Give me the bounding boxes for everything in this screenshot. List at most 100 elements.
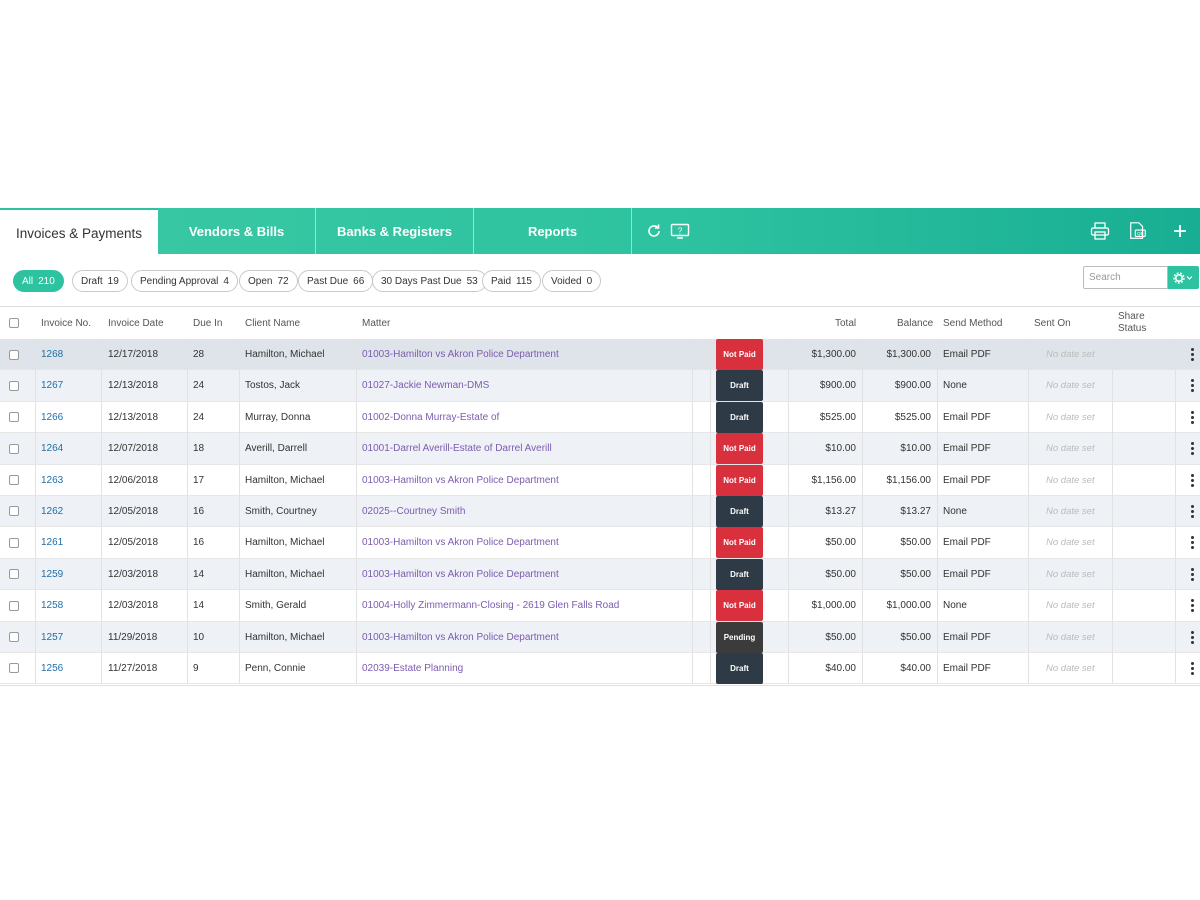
filter-label: Past Due [307,275,349,287]
row-checkbox[interactable] [9,632,19,643]
row-checkbox-cell [9,465,19,496]
invoice-number-link[interactable]: 1264 [41,443,64,455]
tab-vendors-bills[interactable]: Vendors & Bills [158,208,316,254]
row-actions-menu-icon[interactable] [1189,370,1195,401]
column-divider [788,339,789,370]
top-nav: Invoices & Payments Vendors & Bills Bank… [0,208,1200,256]
table-row[interactable]: 1262 12/05/2018 16 Smith, Courtney 02025--Co… [0,495,1200,528]
invoice-number-link[interactable]: 1263 [41,474,64,486]
total-amount: $1,156.00 [811,474,857,486]
filter-all[interactable]: All 210 [13,270,64,292]
matter-link[interactable]: 01027-Jackie Newman-DMS [362,380,490,392]
invoice-number-link[interactable]: 1262 [41,505,64,517]
settings-dropdown-button[interactable] [1168,266,1199,289]
table-row[interactable]: 1258 12/03/2018 14 Smith, Gerald 01004-Holly… [0,590,1200,622]
invoice-number-link[interactable]: 1266 [41,411,64,423]
matter-link[interactable]: 01003-Hamilton vs Akron Police Departmen… [362,537,559,549]
row-actions-menu-icon[interactable] [1189,496,1195,527]
table-row[interactable]: 1259 12/03/2018 14 Hamilton, Michael 01003-H… [0,558,1200,591]
refresh-icon[interactable] [644,221,664,241]
matter-link[interactable]: 01002-Donna Murray-Estate of [362,411,500,423]
export-icon[interactable]: QB [1128,221,1148,241]
col-share-status-line1[interactable]: Share [1118,311,1145,322]
column-divider [1112,370,1113,402]
filter-30-days-past-due[interactable]: 30 Days Past Due 53 [372,270,487,292]
row-actions-menu-icon[interactable] [1189,559,1195,590]
row-actions-menu-icon[interactable] [1189,402,1195,433]
table-row[interactable]: 1257 11/29/2018 10 Hamilton, Michael 01003-H… [0,621,1200,653]
column-divider [1028,495,1029,527]
matter-link[interactable]: 01003-Hamilton vs Akron Police Departmen… [362,474,559,486]
row-actions-menu-icon[interactable] [1189,433,1195,464]
due-in-days: 16 [193,505,205,517]
due-in-days: 28 [193,349,205,360]
row-actions-menu-icon[interactable] [1189,465,1195,496]
filter-count: 72 [277,275,289,287]
col-client-name[interactable]: Client Name [245,318,301,329]
col-matter[interactable]: Matter [362,318,391,329]
filter-paid[interactable]: Paid 115 [482,270,541,292]
row-checkbox[interactable] [9,537,19,548]
row-actions-menu-icon[interactable] [1189,590,1195,621]
filter-voided[interactable]: Voided 0 [542,270,602,292]
add-icon[interactable] [1170,221,1190,241]
row-actions-menu-icon[interactable] [1189,622,1195,653]
invoice-number-link[interactable]: 1257 [41,631,64,643]
column-divider [187,370,188,402]
matter-link[interactable]: 02039-Estate Planning [362,662,464,674]
col-total[interactable]: Total [835,318,857,329]
row-checkbox[interactable] [9,600,19,611]
tab-reports[interactable]: Reports [474,208,632,254]
filter-open[interactable]: Open 72 [239,270,298,292]
print-icon[interactable] [1090,221,1110,241]
tab-banks-registers[interactable]: Banks & Registers [316,208,474,254]
row-checkbox[interactable] [9,380,19,391]
matter-link[interactable]: 01003-Hamilton vs Akron Police Departmen… [362,349,559,360]
col-invoice-date[interactable]: Invoice Date [108,318,164,329]
row-checkbox[interactable] [9,412,19,423]
invoice-number-link[interactable]: 1267 [41,380,64,392]
row-checkbox[interactable] [9,569,19,580]
table-row[interactable]: 1266 12/13/2018 24 Murray, Donna 01002-Donna… [0,401,1200,434]
search-input[interactable] [1083,266,1168,289]
table-row[interactable]: 1268 12/17/2018 28 Hamilton, Michael 01003-H… [0,339,1200,371]
filter-pending-approval[interactable]: Pending Approval 4 [131,270,238,292]
table-row[interactable]: 1263 12/06/2018 17 Hamilton, Michael 01003-H… [0,464,1200,496]
table-row[interactable]: 1267 12/13/2018 24 Tostos, Jack 01027-Jackie… [0,370,1200,402]
invoice-number-link[interactable]: 1261 [41,537,64,549]
matter-link[interactable]: 01003-Hamilton vs Akron Police Departmen… [362,568,559,580]
row-checkbox[interactable] [9,506,19,517]
table-row[interactable]: 1261 12/05/2018 16 Hamilton, Michael 01003-H… [0,527,1200,559]
invoice-number-link[interactable]: 1268 [41,349,64,360]
row-checkbox[interactable] [9,475,19,486]
col-due-in[interactable]: Due In [193,318,223,329]
row-actions-menu-icon[interactable] [1189,339,1195,370]
row-checkbox[interactable] [9,663,19,674]
row-actions-menu-icon[interactable] [1189,527,1195,558]
column-divider [937,495,938,527]
invoice-number-link[interactable]: 1256 [41,662,64,674]
invoice-number-link[interactable]: 1258 [41,600,64,612]
row-actions-menu-icon[interactable] [1189,653,1195,684]
invoice-number-link[interactable]: 1259 [41,568,64,580]
col-invoice-no[interactable]: Invoice No. [41,318,92,329]
row-checkbox[interactable] [9,349,19,360]
matter-link[interactable]: 02025--Courtney Smith [362,505,466,517]
col-balance[interactable]: Balance [897,318,934,329]
table-row[interactable]: 1264 12/07/2018 18 Averill, Darrell 01001-Da… [0,433,1200,465]
col-send-method[interactable]: Send Method [943,318,1003,329]
tab-invoices-payments[interactable]: Invoices & Payments [0,208,158,256]
due-in-days: 24 [193,380,205,392]
filter-past-due[interactable]: Past Due 66 [298,270,374,292]
row-checkbox[interactable] [9,443,19,454]
col-sent-on[interactable]: Sent On [1034,318,1071,329]
matter-link[interactable]: 01004-Holly Zimmermann-Closing - 2619 Gl… [362,600,620,612]
filter-draft[interactable]: Draft 19 [72,270,128,292]
invoice-date: 11/29/2018 [108,631,158,643]
column-divider [937,558,938,590]
help-video-icon[interactable]: ? [670,221,690,241]
matter-link[interactable]: 01003-Hamilton vs Akron Police Departmen… [362,631,559,643]
select-all-checkbox[interactable] [9,318,19,328]
table-row[interactable]: 1256 11/27/2018 9 Penn, Connie 02039-Estate … [0,652,1200,685]
matter-link[interactable]: 01001-Darrel Averill-Estate of Darrel Av… [362,443,552,455]
